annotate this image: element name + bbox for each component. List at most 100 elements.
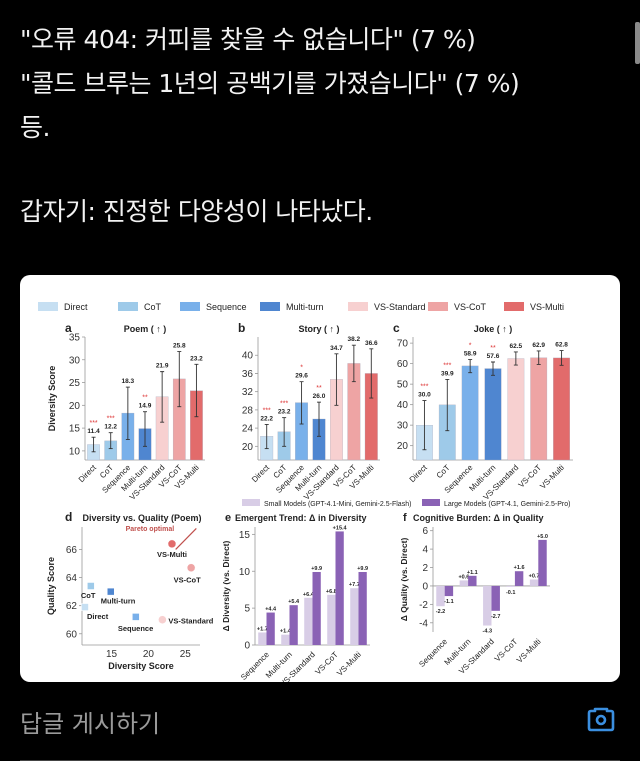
data-label: 30.0 [418,392,431,399]
x-tick-label: 15 [106,649,118,660]
data-label: +6.8 [326,589,337,595]
y-tick-label: 10 [239,567,251,578]
reply-input[interactable]: 답글 게시하기 [20,710,161,738]
bar [484,368,502,461]
y-tick-label: 2 [422,563,428,574]
y-tick-label: 62 [66,601,78,612]
reply-composer[interactable]: 답글 게시하기 [0,690,640,761]
x-tick-label: 25 [180,649,192,660]
bar [312,571,321,645]
point-label: VS-Standard [168,617,213,626]
significance-marker: *** [420,384,428,391]
significance-marker: * [469,343,472,350]
point-label: Sequence [118,624,153,633]
data-label: 14.9 [139,403,152,410]
y-tick-label: 66 [66,545,78,556]
scatter-point [132,613,140,621]
bar [266,612,275,645]
y-tick-label: -2 [419,600,428,611]
y-tick-label: 35 [69,333,81,344]
y-tick-label: 50 [397,380,409,391]
x-tick-label: VS-Multi [335,650,363,678]
bar [444,585,454,597]
legend-label: Sequence [206,302,247,312]
y-tick-label: 40 [242,351,254,362]
scatter-point [87,582,95,590]
y-tick-label: 15 [239,530,251,541]
y-axis-label: Quality Score [46,557,56,615]
y-tick-label: 5 [244,604,250,615]
point-label: VS-Multi [157,550,187,559]
legend-label: Multi-turn [286,302,324,312]
panel-letter: c [393,321,400,335]
bar [335,531,344,645]
bar [483,585,492,626]
data-label: 23.2 [278,409,291,416]
pareto-arrow [175,527,197,550]
y-axis-label: Δ Quality (vs. Direct) [399,538,409,622]
scrollbar[interactable] [635,22,640,64]
y-tick-label: 20 [242,442,254,453]
significance-marker: *** [107,416,115,423]
significance-marker: *** [443,362,451,369]
legend-label: VS-CoT [454,302,487,312]
significance-marker: ** [316,385,322,392]
scatter-point [158,615,167,624]
data-label: +7.7 [349,582,360,588]
data-label: 36.6 [365,340,378,347]
bar [507,358,525,461]
figure-charts: Direct CoT Sequence Multi-turn VS-Standard VS… [38,302,573,682]
data-label: 12.2 [104,424,117,431]
panel-letter: b [238,321,245,335]
legend-swatch [428,302,448,311]
y-tick-label: 25 [69,378,81,389]
data-label: +0.7 [529,574,540,580]
data-label: +5.4 [288,599,300,605]
chart-title: Emergent Trend: Δ in Diversity [235,513,367,523]
significance-marker: *** [263,407,271,414]
panel-letter: e [225,512,231,524]
chart-title: Poem ( ↑ ) [124,324,167,334]
significance-marker: * [300,365,303,372]
data-label: -1.1 [444,599,453,605]
bar [538,539,547,586]
x-tick-label: VS-Multi [515,637,543,665]
legend-label: Direct [64,302,88,312]
camera-icon[interactable] [586,704,616,734]
bar [529,579,539,586]
significance-marker: *** [280,401,288,408]
post-image-figure[interactable]: Direct CoT Sequence Multi-turn VS-Standard VS… [20,275,620,682]
bar [304,597,313,645]
chart-title: Story ( ↑ ) [298,324,339,334]
data-label: 23.2 [190,355,203,362]
bar [491,585,500,611]
data-label: 62.8 [555,342,568,349]
data-label: 18.3 [122,378,135,385]
bar [358,571,367,645]
y-tick-label: 36 [242,369,254,380]
y-tick-label: 15 [69,424,81,435]
x-tick-label: 20 [143,649,155,660]
legend-swatch [504,302,524,311]
bar [461,365,479,461]
data-label: +1.1 [467,570,478,576]
post-text-line: 갑자기: 진정한 다양성이 나타났다. [20,197,373,226]
scatter-point [81,603,89,611]
legend-label: Small Models (GPT-4.1-Mini, Gemini-2.5-F… [264,501,411,508]
bar [468,575,477,586]
legend-swatch [118,302,138,311]
bar [327,594,336,645]
data-label: 21.9 [156,363,169,370]
panel-letter: d [65,510,72,524]
data-label: 11.4 [87,428,100,435]
scatter-point [186,563,196,572]
legend-swatch [422,499,440,506]
y-tick-label: 40 [397,400,409,411]
point-label: CoT [81,591,96,600]
x-tick-label: Direct [408,463,430,485]
data-label: 39.9 [441,370,454,377]
bar [506,585,515,587]
legend-label: Large Models (GPT-4.1, Gemini-2.5-Pro) [444,501,570,508]
legend-label: VS-Multi [530,302,564,312]
data-label: 34.7 [330,345,343,352]
